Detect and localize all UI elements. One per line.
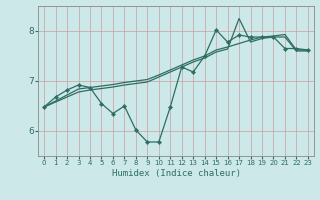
- X-axis label: Humidex (Indice chaleur): Humidex (Indice chaleur): [111, 169, 241, 178]
